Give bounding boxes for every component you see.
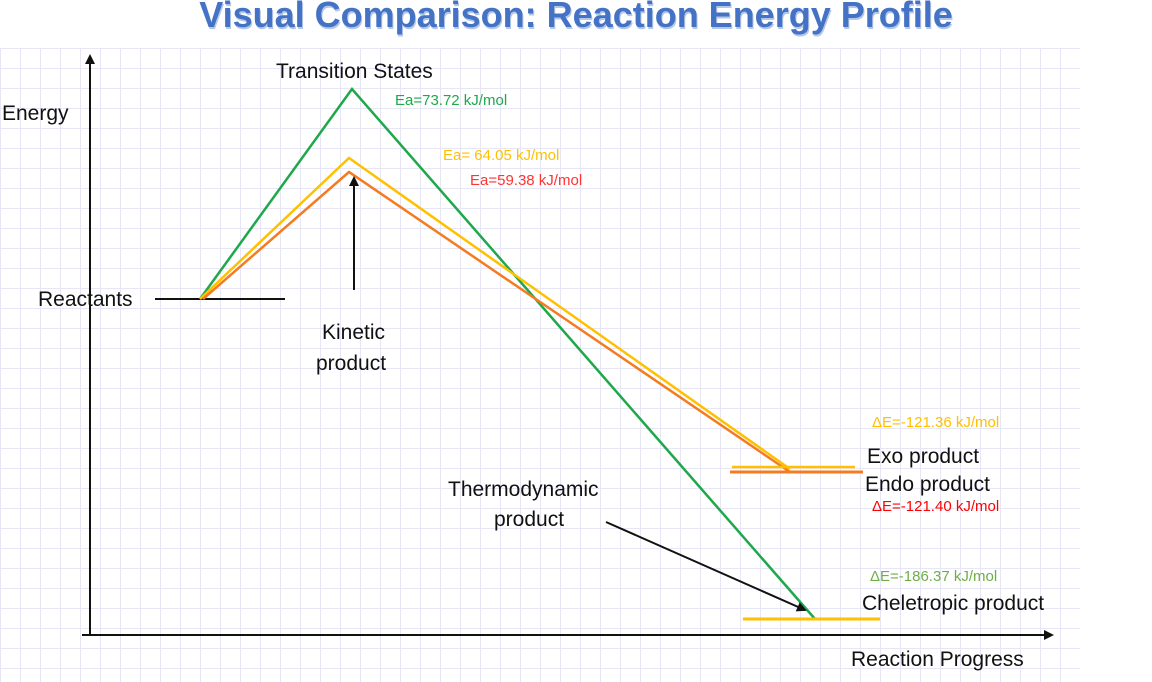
endo-path (202, 170, 791, 474)
ea-cheletropic: Ea=73.72 kJ/mol (395, 92, 508, 109)
page-title: Visual Comparison: Reaction Energy Profi… (199, 0, 953, 35)
transition-states-label: Transition States (276, 60, 433, 83)
exo-path (199, 156, 791, 471)
kinetic-label-2: product (316, 352, 387, 375)
cheletropic-path (198, 86, 816, 620)
de-cheletropic: ΔE=-186.37 kJ/mol (870, 568, 998, 585)
thermodynamic-arrow (605, 521, 807, 612)
cheletropic-product-label: Cheletropic product (862, 592, 1045, 615)
de-exo: ΔE=-121.36 kJ/mol (872, 414, 1000, 431)
exo-product-label: Exo product (867, 445, 980, 468)
ea-endo: Ea=59.38 kJ/mol (470, 172, 583, 189)
grid-background (0, 48, 1080, 682)
endo-product-label: Endo product (865, 473, 990, 496)
thermodynamic-label-2: product (494, 508, 565, 531)
reactants-label: Reactants (38, 288, 133, 311)
de-endo: ΔE=-121.40 kJ/mol (872, 498, 1000, 515)
y-axis-label: Energy (2, 102, 69, 125)
ea-exo: Ea= 64.05 kJ/mol (443, 147, 560, 164)
kinetic-label-1: Kinetic (322, 321, 386, 344)
x-axis-label: Reaction Progress (851, 648, 1024, 671)
thermodynamic-label-1: Thermodynamic (448, 478, 599, 501)
